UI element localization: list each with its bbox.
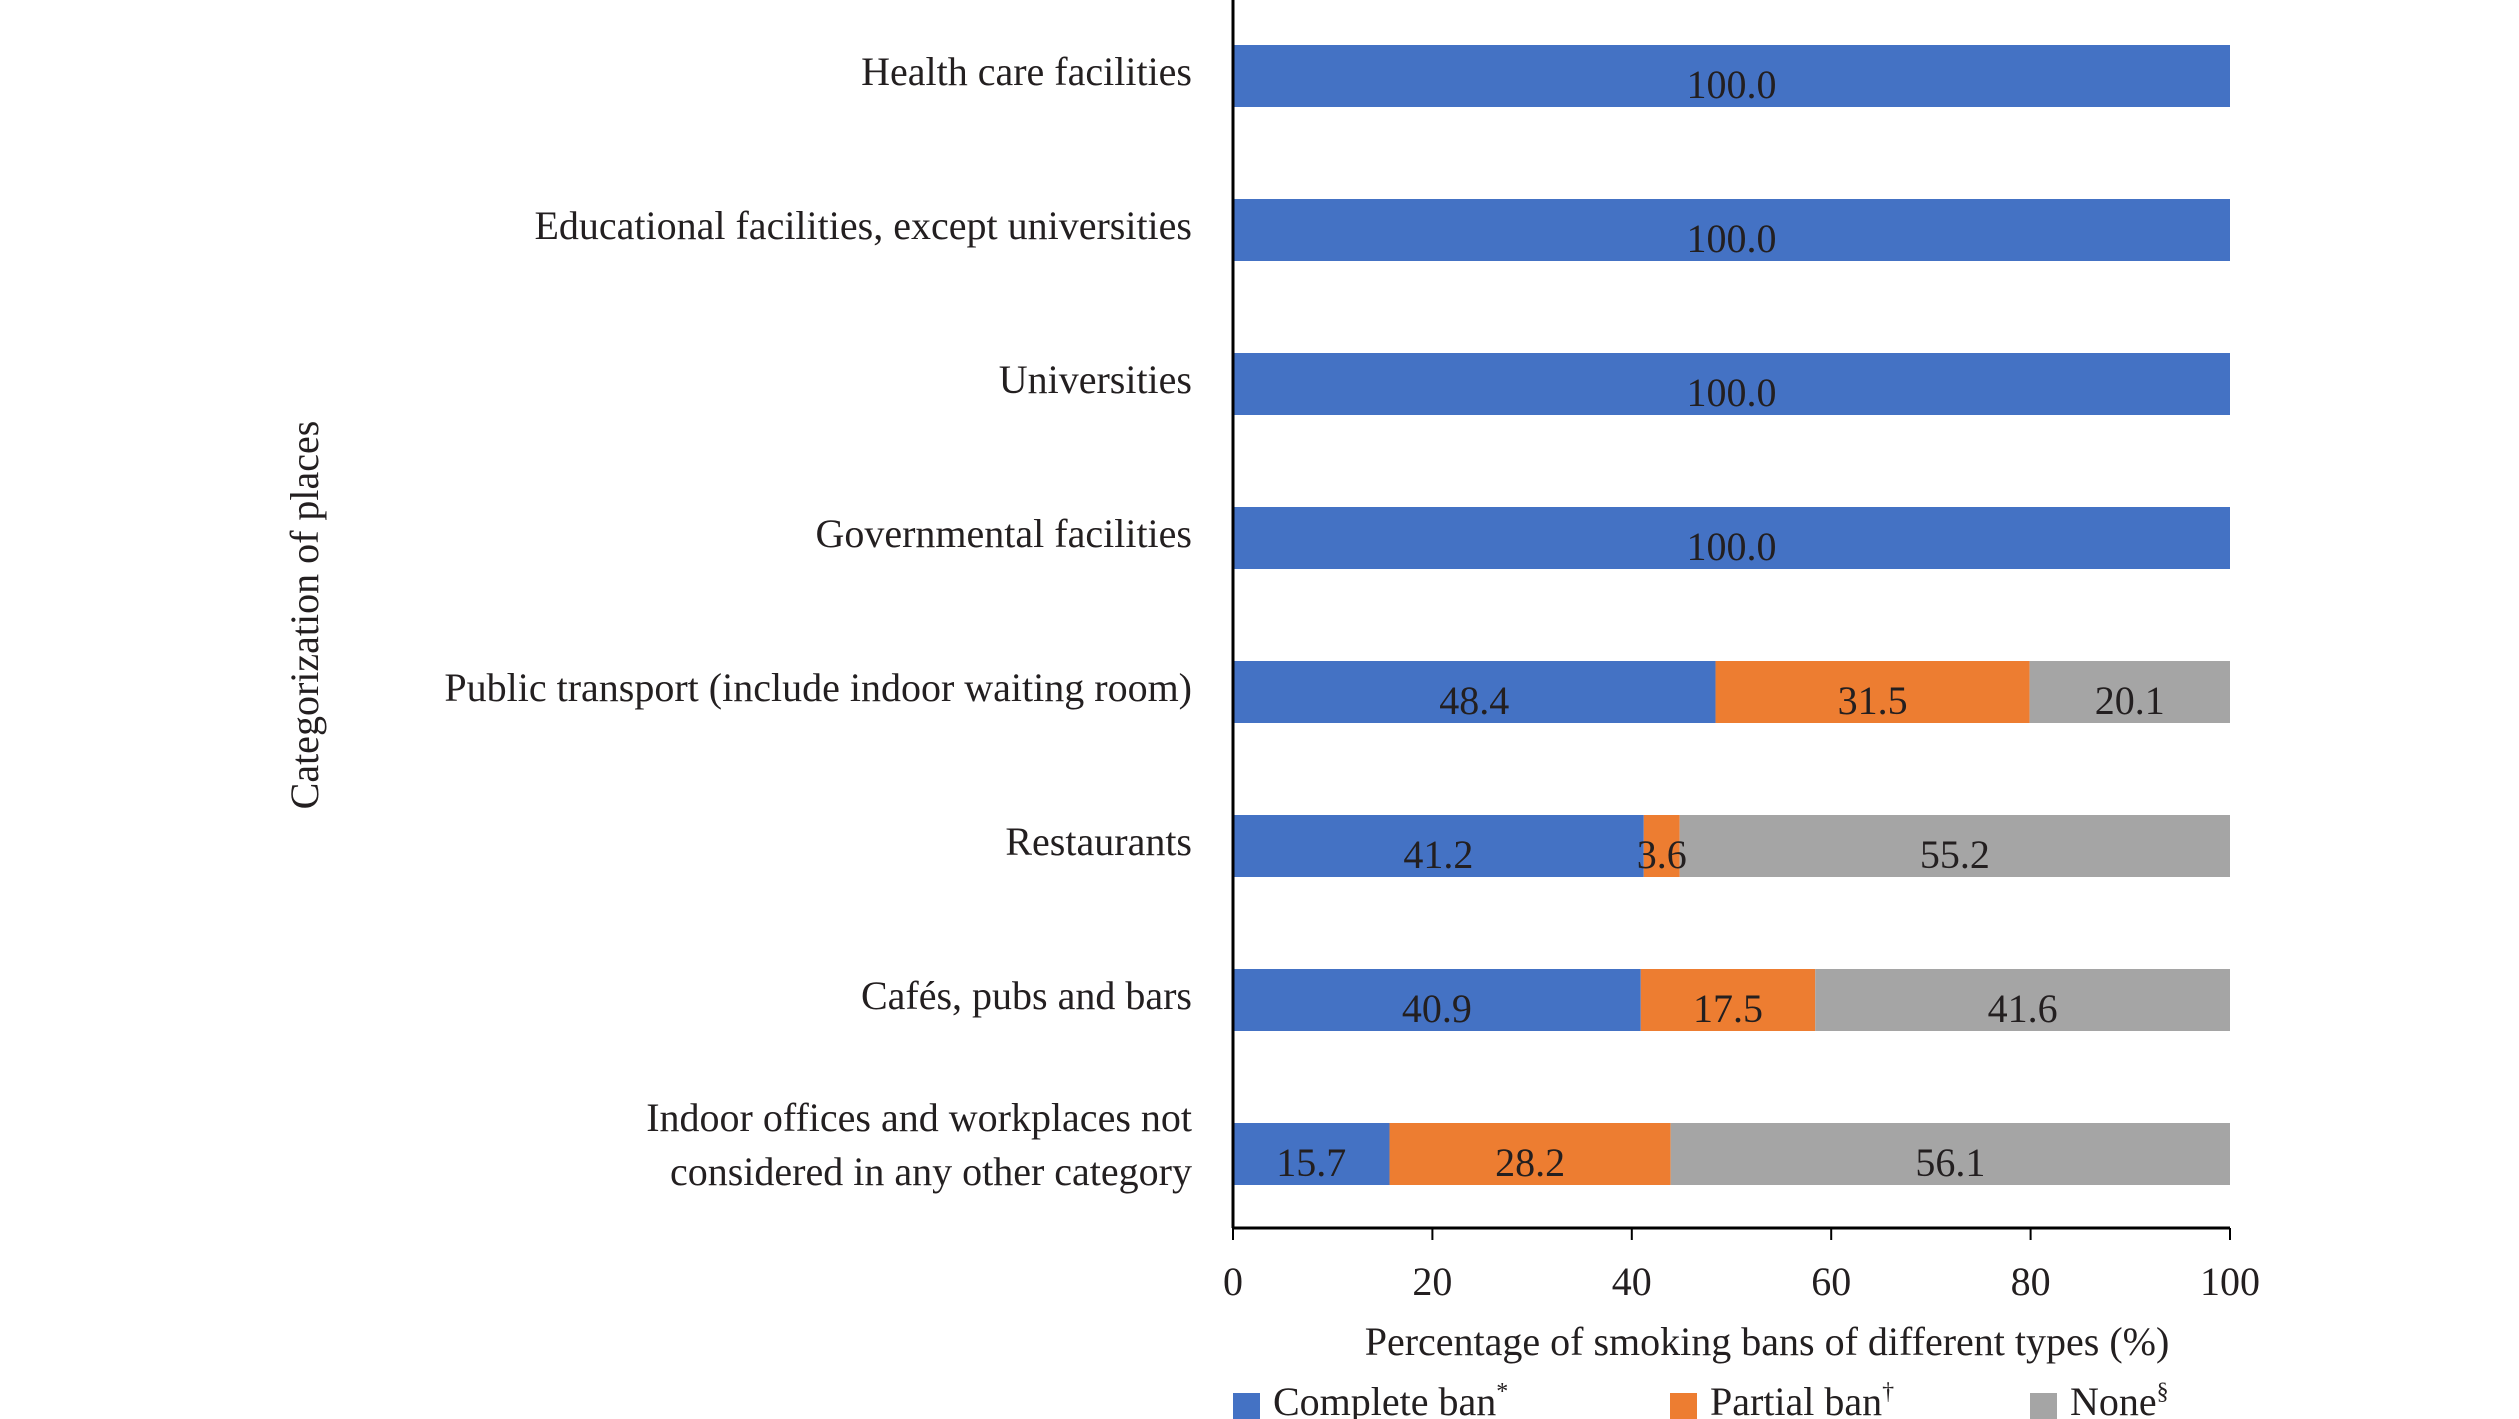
bar-segment xyxy=(1233,815,1644,877)
data-label: 20.1 xyxy=(2095,678,2165,723)
category-labels-layer: Health care facilities Educational facili… xyxy=(444,49,1192,1194)
x-ticks-layer: 0 20 40 60 80 100 xyxy=(1223,1228,2260,1304)
legend-swatch xyxy=(1233,1393,1260,1419)
bar-segment xyxy=(1233,1123,1390,1185)
x-tick-label: 60 xyxy=(1811,1259,1851,1304)
category-label: Restaurants xyxy=(1005,819,1192,864)
x-tick-label: 80 xyxy=(2011,1259,2051,1304)
bar-segment xyxy=(1640,969,1816,1031)
data-label: 3.6 xyxy=(1637,832,1687,877)
legend-label: Partial ban† xyxy=(1710,1379,1894,1419)
x-tick-label: 20 xyxy=(1412,1259,1452,1304)
category-label: Indoor offices and workplaces not xyxy=(646,1095,1192,1140)
data-label: 28.2 xyxy=(1495,1140,1565,1185)
legend-name: Partial ban xyxy=(1710,1379,1882,1419)
legend-footnote-marker: † xyxy=(1882,1379,1894,1405)
category-label: Public transport (include indoor waiting… xyxy=(444,665,1192,710)
x-tick-label: 0 xyxy=(1223,1259,1243,1304)
bar-segment xyxy=(1815,969,2230,1031)
data-label: 100.0 xyxy=(1687,62,1777,107)
legend-name: None xyxy=(2070,1379,2157,1419)
bar-segment xyxy=(1233,507,2230,569)
category-label: Governmental facilities xyxy=(815,511,1192,556)
y-axis-title: Categorization of places xyxy=(282,421,327,810)
legend: Complete ban* Partial ban† None§ xyxy=(1233,1379,2169,1419)
legend-label: None§ xyxy=(2070,1379,2169,1419)
legend-name: Complete ban xyxy=(1273,1379,1496,1419)
legend-footnote-marker: * xyxy=(1496,1379,1508,1405)
data-label: 48.4 xyxy=(1439,678,1509,723)
x-tick-label: 40 xyxy=(1612,1259,1652,1304)
legend-swatch xyxy=(1670,1393,1697,1419)
legend-label: Complete ban* xyxy=(1273,1379,1508,1419)
legend-swatch xyxy=(2030,1393,2057,1419)
bar-segment xyxy=(1643,815,1680,877)
data-label: 100.0 xyxy=(1687,370,1777,415)
bar-segment xyxy=(1389,1123,1671,1185)
bar-segment xyxy=(1233,199,2230,261)
bar-segment xyxy=(1233,45,2230,107)
category-label: considered in any other category xyxy=(670,1149,1192,1194)
data-label: 100.0 xyxy=(1687,216,1777,261)
bar-segment xyxy=(1233,353,2230,415)
data-label: 41.2 xyxy=(1403,832,1473,877)
data-label: 41.6 xyxy=(1988,986,2058,1031)
bar-segment xyxy=(1715,661,2030,723)
data-label: 15.7 xyxy=(1276,1140,1346,1185)
x-axis-title: Percentage of smoking bans of different … xyxy=(1365,1319,2170,1364)
data-label: 31.5 xyxy=(1838,678,1908,723)
category-label: Health care facilities xyxy=(861,49,1192,94)
data-label: 55.2 xyxy=(1920,832,1990,877)
data-label: 17.5 xyxy=(1693,986,1763,1031)
data-label: 100.0 xyxy=(1687,524,1777,569)
bar-labels-layer: 100.0 100.0 100.0 100.0 48.4 31.5 20.1 41.2 3.6 5… xyxy=(1276,62,2165,1185)
x-tick-label: 100 xyxy=(2200,1259,2260,1304)
bar-segment xyxy=(1679,815,2230,877)
bar-segment xyxy=(1670,1123,2230,1185)
bar-segment xyxy=(1233,969,1641,1031)
category-label: Cafés, pubs and bars xyxy=(861,973,1192,1018)
bar-segment xyxy=(2029,661,2230,723)
axes-layer xyxy=(1231,0,2230,1230)
category-label: Universities xyxy=(999,357,1192,402)
bar-segment xyxy=(1233,661,1716,723)
legend-footnote-marker: § xyxy=(2157,1379,2169,1405)
data-label: 40.9 xyxy=(1402,986,1472,1031)
data-label: 56.1 xyxy=(1915,1140,1985,1185)
category-label: Educational facilities, except universit… xyxy=(534,203,1192,248)
bars-layer xyxy=(1233,45,2230,1185)
